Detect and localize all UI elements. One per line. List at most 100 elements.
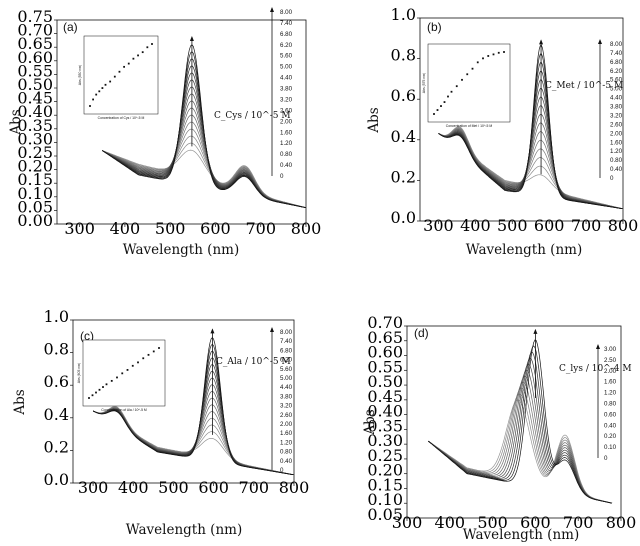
y-tick-label: 0.8 xyxy=(44,340,69,359)
chart-panel-4: 300 400 500 600 700 8000.050.100.150.200.250.… xyxy=(362,313,636,543)
inset-point xyxy=(503,51,505,53)
x-tick-label: 300 xyxy=(423,216,454,235)
y-tick-label: 0.10 xyxy=(17,184,53,203)
inset-point xyxy=(101,87,104,89)
x-tick-label: 400 xyxy=(460,216,491,235)
concentration-arrow-head xyxy=(596,344,600,349)
inset-point xyxy=(141,51,144,54)
arrow-head xyxy=(189,36,194,42)
y-tick-label: 0.55 xyxy=(367,357,403,376)
x-tick-label: 500 xyxy=(155,219,186,238)
chart-panel-3: 300 400 500 600 700 800 0.0 0.2 0.4 0.6 0.8 1.0 Wave… xyxy=(12,307,309,538)
spectrum-line xyxy=(428,357,613,504)
inset-point xyxy=(497,51,500,54)
x-tick-label: 800 xyxy=(608,216,639,235)
concentration-value: 2.00 xyxy=(604,368,617,375)
concentration-value: 2.50 xyxy=(604,357,617,364)
panel-label: (c) xyxy=(80,329,94,343)
x-tick-label: 500 xyxy=(477,513,508,532)
concentration-value: 2.00 xyxy=(280,421,293,428)
y-tick-label: 0.15 xyxy=(17,170,53,189)
inset-point xyxy=(113,75,116,78)
concentration-value: 5.00 xyxy=(610,86,623,93)
concentration-value: 4.40 xyxy=(280,75,293,82)
x-axis-label: Wavelength (nm) xyxy=(463,527,579,543)
y-tick-label: 1.0 xyxy=(44,307,69,326)
spectra-group xyxy=(438,44,623,210)
inset-point xyxy=(461,78,463,81)
y-tick-label: 0.4 xyxy=(44,405,69,424)
concentration-value: 4.40 xyxy=(280,384,293,391)
concentration-value: 0.80 xyxy=(610,157,623,164)
concentration-value: 1.60 xyxy=(604,379,617,386)
concentration-value: 0 xyxy=(610,175,614,182)
concentration-value: 5.60 xyxy=(610,77,623,84)
concentration-value: 0.40 xyxy=(280,162,293,169)
y-tick-label: 0.45 xyxy=(367,387,403,406)
spectrum-line xyxy=(428,369,613,504)
spectrum-line xyxy=(438,114,623,210)
x-axis-label: Wavelength (nm) xyxy=(126,522,242,538)
inset-point xyxy=(91,394,94,397)
concentration-value: 7.40 xyxy=(280,20,293,27)
inset-x-label: Concentration of Met / 10^-5 M xyxy=(446,124,493,128)
y-tick-label: 0.6 xyxy=(391,86,416,105)
inset-point xyxy=(98,90,101,93)
concentration-value: 3.20 xyxy=(280,96,293,103)
concentration-value: 6.20 xyxy=(280,357,293,364)
chart-panel-2: 300 400 500 600 700 800 0.0 0.2 0.4 0.6 0.8 1.0 Wave… xyxy=(366,5,638,258)
spectrum-line xyxy=(92,404,294,476)
x-tick-label: 500 xyxy=(497,216,528,235)
y-tick-label: 0.35 xyxy=(17,116,53,135)
panel-label: (d) xyxy=(414,326,429,340)
concentration-value: 1.20 xyxy=(280,439,293,446)
x-tick-label: 600 xyxy=(200,219,231,238)
concentration-value: 0.60 xyxy=(604,411,617,418)
inset-point xyxy=(436,109,439,111)
x-tick-label: 800 xyxy=(279,478,310,497)
x-tick-label: 700 xyxy=(239,478,270,497)
inset-x-label: Concentration of Cys / 10^-5 M xyxy=(98,116,145,120)
x-tick-label: 300 xyxy=(64,219,95,238)
concentration-value: 1.60 xyxy=(280,129,293,136)
inset-y-label: Abs (605 nm) xyxy=(77,363,81,383)
inset-point xyxy=(126,369,129,371)
concentration-value: 2.00 xyxy=(280,118,293,125)
y-axis-label: Abs xyxy=(8,109,24,135)
concentration-value: 1.60 xyxy=(610,139,623,146)
concentration-value: 3.00 xyxy=(604,346,617,353)
y-tick-label: 0.30 xyxy=(17,129,53,148)
inset-point xyxy=(447,95,449,98)
concentration-value: 5.00 xyxy=(280,375,293,382)
y-tick-label: 0.50 xyxy=(17,75,53,94)
arrow-head xyxy=(210,328,215,334)
y-tick-label: 0.0 xyxy=(44,470,69,489)
y-tick-label: 0.05 xyxy=(367,505,403,524)
concentration-arrow-head xyxy=(270,7,274,12)
x-tick-label: 800 xyxy=(606,513,637,532)
inset-point xyxy=(104,83,107,86)
spectra-group xyxy=(102,44,306,209)
concentration-arrow-head xyxy=(598,39,602,44)
inset-point xyxy=(433,113,435,115)
inset-point xyxy=(142,357,145,360)
concentration-value: 6.20 xyxy=(610,68,623,75)
concentration-value: 7.40 xyxy=(610,50,623,57)
inset-y-label: Abs (575 nm) xyxy=(422,73,426,93)
y-tick-label: 0.20 xyxy=(17,157,53,176)
concentration-value: 5.60 xyxy=(280,366,293,373)
y-tick-label: 0.2 xyxy=(391,167,416,186)
inset-point xyxy=(471,67,474,70)
y-tick-label: 0.55 xyxy=(17,61,53,80)
concentration-value: 1.20 xyxy=(610,148,623,155)
inset-point xyxy=(95,391,97,394)
concentration-value: 6.80 xyxy=(280,31,293,38)
arrow-head xyxy=(539,39,544,45)
inset-point xyxy=(132,57,135,60)
inset-point xyxy=(492,53,495,56)
concentration-value: 0.40 xyxy=(604,422,617,429)
y-tick-label: 0.0 xyxy=(391,208,416,227)
y-tick-label: 0.25 xyxy=(17,143,53,162)
inset-point xyxy=(152,350,155,353)
panel-label: (b) xyxy=(427,20,442,34)
